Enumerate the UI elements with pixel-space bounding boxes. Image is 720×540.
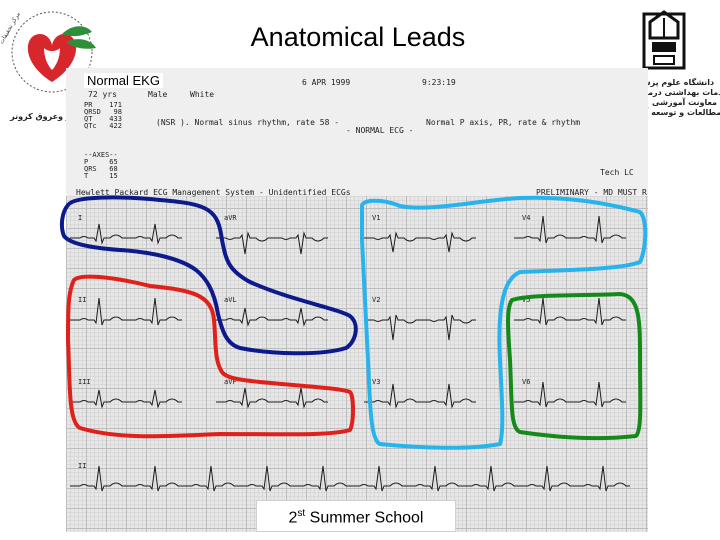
ecg-trace — [514, 215, 626, 244]
lead-label-v1: V1 — [372, 214, 381, 222]
ecg-age: 72 yrs — [88, 90, 117, 99]
lead-label-v2: V2 — [372, 296, 381, 304]
lead-label-v3: V3 — [372, 378, 381, 386]
ecg-rhythm-trace — [70, 465, 630, 492]
lead-label-iii: III — [78, 378, 91, 386]
ecg-header: Normal EKG 6 APR 1999 9:23:19 72 yrs Mal… — [66, 68, 648, 197]
footer-summer-school: 2st Summer School — [256, 500, 456, 532]
ecg-normal-label: - NORMAL ECG - — [346, 126, 414, 135]
ecg-trace — [364, 383, 476, 409]
ecg-trace — [364, 231, 476, 253]
university-name-line-3: معاونت آموزشی — [652, 98, 717, 107]
lead-label-v4: V4 — [522, 214, 531, 222]
ecg-trace — [70, 389, 182, 409]
lead-label-v6: V6 — [522, 378, 531, 386]
ecg-trace — [70, 223, 182, 245]
ecg-trace — [216, 307, 328, 327]
ecg-axes: --AXES-- P 65 QRS 68 T 15 — [84, 152, 118, 180]
normal-ekg-banner: Normal EKG — [84, 73, 163, 88]
left-logo-caption: روز وعروق کرونر — [10, 112, 80, 121]
slide-title: Anatomical Leads — [250, 22, 466, 52]
lead-label-v5: V5 — [522, 296, 531, 304]
measurement-pr: PR 171 — [84, 101, 122, 109]
ecg-tech: Tech LC — [600, 168, 634, 177]
research-center-logo: مرکز تحقیقات — [0, 4, 115, 124]
footer-text: Summer School — [305, 509, 424, 527]
leaf-icon — [62, 26, 92, 37]
footer-number: 2 — [288, 509, 298, 527]
ecg-trace — [514, 297, 626, 326]
measurement-qtc: QTc 422 — [84, 122, 122, 130]
axis-qrs: QRS 68 — [84, 165, 118, 173]
university-name-line-2: و خدمات بهداشتی درمانی — [634, 88, 720, 97]
axis-p: P 65 — [84, 158, 118, 166]
lead-label-i: I — [78, 214, 83, 222]
ecg-preliminary: PRELIMINARY - MD MUST R — [536, 188, 647, 197]
ecg-traces — [70, 215, 630, 492]
university-name-line-1: دانشگاه علوم پزشکی — [630, 78, 715, 87]
outline-lateral-high — [59, 195, 358, 356]
ecg-system: Hewlett Packard ECG Management System - … — [76, 188, 351, 197]
ecg-interpretation: (NSR ). Normal sinus rhythm, rate 58 - — [156, 118, 340, 127]
ecg-printout: Normal EKG 6 APR 1999 9:23:19 72 yrs Mal… — [66, 68, 648, 532]
outline-lateral — [506, 292, 643, 441]
ecg-trace — [216, 387, 328, 409]
ecg-interpretation-right: Normal P axis, PR, rate & rhythm — [426, 118, 581, 127]
lead-label-avr: aVR — [224, 214, 237, 222]
lead-label-rhythm-ii: II — [78, 462, 87, 470]
outline-inferior — [66, 274, 355, 439]
measurement-qrsd: QRSD 98 — [84, 108, 122, 116]
university-name-line-4: مرکز مطالعات و توسعه آموزش — [620, 108, 720, 117]
lead-label-ii: II — [78, 296, 87, 304]
ecg-date: 6 APR 1999 — [302, 78, 351, 87]
footer-superscript: st — [297, 508, 306, 519]
ecg-time: 9:23:19 — [422, 78, 456, 87]
lead-label-avl: aVL — [224, 296, 237, 304]
ecg-sex: Male — [148, 90, 168, 99]
ecg-trace — [70, 297, 182, 326]
lead-label-avf: aVF — [224, 378, 237, 386]
outline-septal-anterior — [359, 195, 648, 450]
ecg-trace — [216, 231, 328, 255]
measurement-qt: QT 433 — [84, 115, 122, 123]
ecg-race: White — [190, 90, 215, 99]
axes-label: --AXES-- — [84, 151, 118, 159]
ecg-trace — [514, 381, 626, 408]
axis-t: T 15 — [84, 172, 118, 180]
university-logo — [616, 8, 720, 126]
ecg-measurements: PR 171 QRSD 98 QT 433 QTc 422 — [84, 102, 122, 130]
ecg-trace — [364, 314, 476, 341]
